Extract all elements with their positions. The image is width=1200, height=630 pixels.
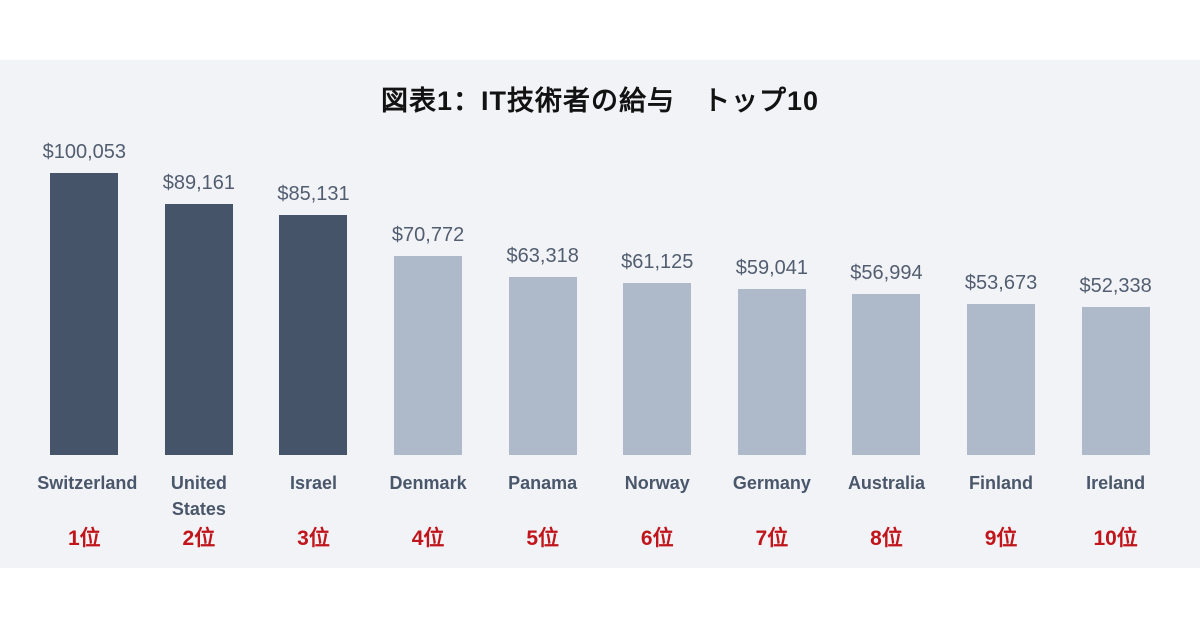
- bar-column: $85,131: [256, 130, 371, 455]
- rank-label-text: 8位: [870, 527, 903, 550]
- bar-value-label: $89,161: [162, 172, 236, 194]
- rank-label: 9位: [944, 522, 1059, 552]
- country-label-text: Germany: [732, 473, 811, 493]
- rank-label: 1位: [27, 522, 142, 552]
- bar: [394, 256, 463, 455]
- bar-value-label: $63,318: [506, 245, 579, 267]
- country-label: United States: [142, 470, 257, 522]
- bar: [164, 204, 233, 455]
- rank-label-text: 10位: [1093, 527, 1138, 550]
- bar-column: $70,772: [371, 130, 486, 455]
- plot-area: $100,053 $89,161 $85,131 $70,772 $63,318 $61,…: [27, 130, 1173, 455]
- chart-title: 図表1：IT技術者の給与 トップ10: [380, 86, 820, 116]
- bar-column: $59,041: [715, 130, 830, 455]
- country-label: Finland: [944, 470, 1059, 522]
- bar: [623, 283, 692, 455]
- bar-column: $53,673: [944, 130, 1059, 455]
- country-label-text: Norway: [624, 473, 690, 493]
- rank-label-text: 7位: [755, 527, 789, 550]
- rank-label-text: 6位: [640, 527, 674, 550]
- chart-panel: 図表1：IT技術者の給与 トップ10 $100,053 $89,161 $85,13…: [0, 60, 1200, 568]
- rank-labels-row: 1位 2位 3位 4位 5位 6位 7位 8位 9位 10位: [27, 522, 1173, 552]
- bar-value-label: $59,041: [735, 257, 808, 279]
- country-label: Panama: [485, 470, 600, 522]
- bar-value-label: $61,125: [621, 251, 694, 273]
- rank-label: 5位: [485, 522, 600, 552]
- country-label: Switzerland: [27, 470, 142, 522]
- country-labels-row: Switzerland United States Israel Denmark Pan…: [27, 470, 1173, 522]
- country-label: Australia: [829, 470, 944, 522]
- bar-column: $63,318: [485, 130, 600, 455]
- country-label: Ireland: [1058, 470, 1173, 522]
- country-label-text: Denmark: [389, 473, 467, 493]
- rank-label-text: 4位: [411, 527, 445, 550]
- bar-column: $100,053: [27, 130, 142, 455]
- rank-label-text: 3位: [297, 527, 330, 550]
- country-label: Germany: [715, 470, 830, 522]
- country-label-text: Panama: [508, 473, 578, 493]
- country-label-text: Ireland: [1086, 473, 1146, 493]
- bar-value-label: $56,994: [850, 262, 923, 284]
- rank-label-text: 2位: [182, 527, 216, 550]
- bar-column: $52,338: [1058, 130, 1173, 455]
- bar: [737, 289, 806, 455]
- country-label: Norway: [600, 470, 715, 522]
- bar-value-label: $70,772: [391, 224, 465, 246]
- rank-label-text: 1位: [67, 527, 101, 550]
- bar-value-label: $85,131: [277, 183, 350, 205]
- rank-label: 4位: [371, 522, 486, 552]
- bar-value-label: $52,338: [1079, 275, 1152, 297]
- bar: [508, 277, 577, 455]
- country-label-text: Australia: [847, 473, 925, 493]
- rank-label: 8位: [829, 522, 944, 552]
- bar-value-label: $100,053: [42, 141, 126, 163]
- country-label-text: United States: [170, 473, 227, 520]
- country-label-text: Finland: [969, 473, 1034, 493]
- bar: [1081, 307, 1150, 455]
- bar: [50, 173, 119, 455]
- rank-label: 6位: [600, 522, 715, 552]
- bar-column: $61,125: [600, 130, 715, 455]
- bar: [967, 304, 1036, 455]
- bar-column: $89,161: [142, 130, 257, 455]
- rank-label: 7位: [715, 522, 830, 552]
- country-label: Denmark: [371, 470, 486, 522]
- bar-column: $56,994: [829, 130, 944, 455]
- bar-value-label: $53,673: [964, 272, 1038, 294]
- country-label: Israel: [256, 470, 371, 522]
- country-label-text: Switzerland: [37, 473, 138, 493]
- country-label-text: Israel: [289, 473, 337, 493]
- rank-label-text: 9位: [984, 527, 1018, 550]
- bar: [852, 294, 921, 455]
- rank-label: 2位: [142, 522, 257, 552]
- rank-label: 10位: [1058, 522, 1173, 552]
- bar: [279, 215, 348, 455]
- rank-label-text: 5位: [526, 527, 560, 550]
- rank-label: 3位: [256, 522, 371, 552]
